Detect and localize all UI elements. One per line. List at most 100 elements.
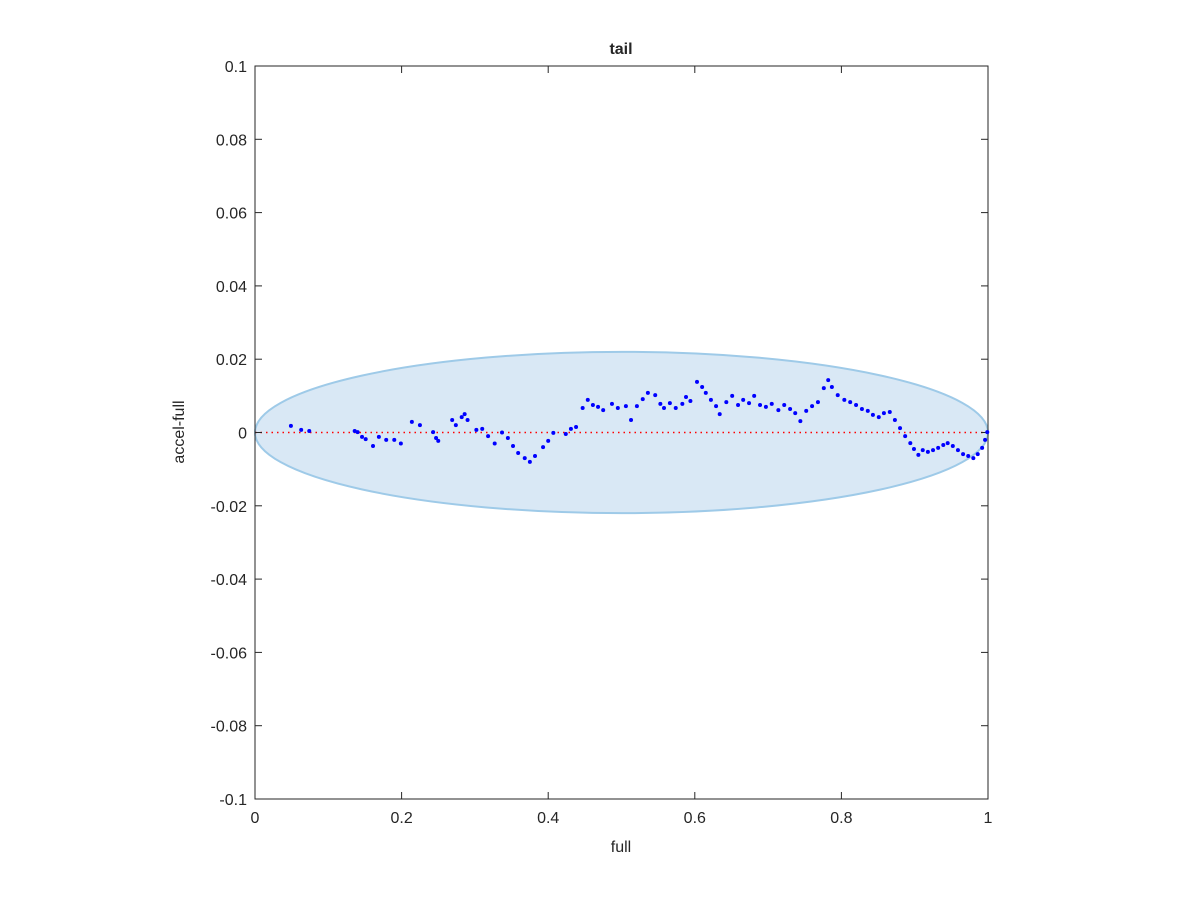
point <box>694 379 699 384</box>
y-tick-label: -0.04 <box>211 572 248 589</box>
point <box>516 451 521 456</box>
point <box>961 452 966 457</box>
point <box>717 412 722 417</box>
point <box>793 411 798 416</box>
point <box>983 437 988 442</box>
y-tick-label: 0 <box>238 426 247 443</box>
point <box>462 412 467 417</box>
y-tick-label: 0.04 <box>216 279 247 296</box>
point <box>662 405 667 410</box>
point <box>431 430 436 435</box>
x-axis-label: full <box>611 839 631 856</box>
point <box>945 441 950 446</box>
point <box>645 390 650 395</box>
point <box>307 429 312 434</box>
point <box>804 408 809 413</box>
point <box>903 434 908 439</box>
point <box>763 404 768 409</box>
y-axis-label: accel-full <box>171 400 188 463</box>
point <box>492 441 497 446</box>
point <box>798 419 803 424</box>
point <box>815 400 820 405</box>
x-tick-label: 0.6 <box>684 810 706 827</box>
point <box>522 456 527 461</box>
x-tick-label: 0.4 <box>537 810 559 827</box>
point <box>876 415 881 420</box>
point <box>392 437 397 442</box>
point <box>730 393 735 398</box>
point <box>741 397 746 402</box>
point <box>580 405 585 410</box>
point <box>574 425 579 430</box>
point <box>941 442 946 447</box>
x-tick-label: 0.2 <box>390 810 412 827</box>
point <box>703 390 708 395</box>
point <box>916 452 921 457</box>
point <box>680 401 685 406</box>
point <box>527 459 532 464</box>
point <box>708 397 713 402</box>
point <box>596 404 601 409</box>
point <box>821 386 826 391</box>
point <box>541 445 546 450</box>
point <box>898 426 903 431</box>
point <box>500 430 505 435</box>
point <box>376 434 381 439</box>
point <box>653 393 658 398</box>
point <box>299 427 304 432</box>
point <box>355 430 360 435</box>
point <box>533 453 538 458</box>
point <box>971 456 976 461</box>
point <box>585 397 590 402</box>
point <box>810 404 815 409</box>
point <box>758 403 763 408</box>
point <box>829 385 834 390</box>
point <box>465 418 470 423</box>
point <box>453 423 458 428</box>
point <box>480 426 485 431</box>
point <box>371 444 376 449</box>
point <box>769 401 774 406</box>
point <box>736 403 741 408</box>
point <box>434 435 439 440</box>
point <box>684 394 689 399</box>
point <box>747 401 752 406</box>
point <box>714 404 719 409</box>
point <box>511 444 516 449</box>
point <box>615 405 620 410</box>
point <box>601 408 606 413</box>
point <box>887 409 892 414</box>
point <box>848 400 853 405</box>
point <box>950 444 955 449</box>
point <box>609 401 614 406</box>
y-tick-label: 0.08 <box>216 132 247 149</box>
x-tick-label: 0.8 <box>830 810 852 827</box>
point <box>908 441 913 446</box>
y-tick-label: 0.1 <box>225 59 247 76</box>
point <box>688 398 693 403</box>
point <box>360 434 365 439</box>
point <box>788 407 793 412</box>
point <box>551 430 556 435</box>
point <box>925 449 930 454</box>
point <box>842 397 847 402</box>
point <box>658 401 663 406</box>
point <box>450 418 455 423</box>
point <box>568 426 573 431</box>
point <box>667 401 672 406</box>
y-tick-label: -0.08 <box>211 719 248 736</box>
point <box>459 415 464 420</box>
point <box>955 448 960 453</box>
point <box>980 445 985 450</box>
point <box>629 418 634 423</box>
point <box>417 423 422 428</box>
point <box>590 403 595 408</box>
y-tick-label: 0.02 <box>216 352 247 369</box>
x-tick-label: 1 <box>984 810 993 827</box>
point <box>640 397 645 402</box>
chart-title: tail <box>609 41 632 58</box>
y-tick-label: 0.06 <box>216 206 247 223</box>
point <box>505 435 510 440</box>
point <box>623 404 628 409</box>
